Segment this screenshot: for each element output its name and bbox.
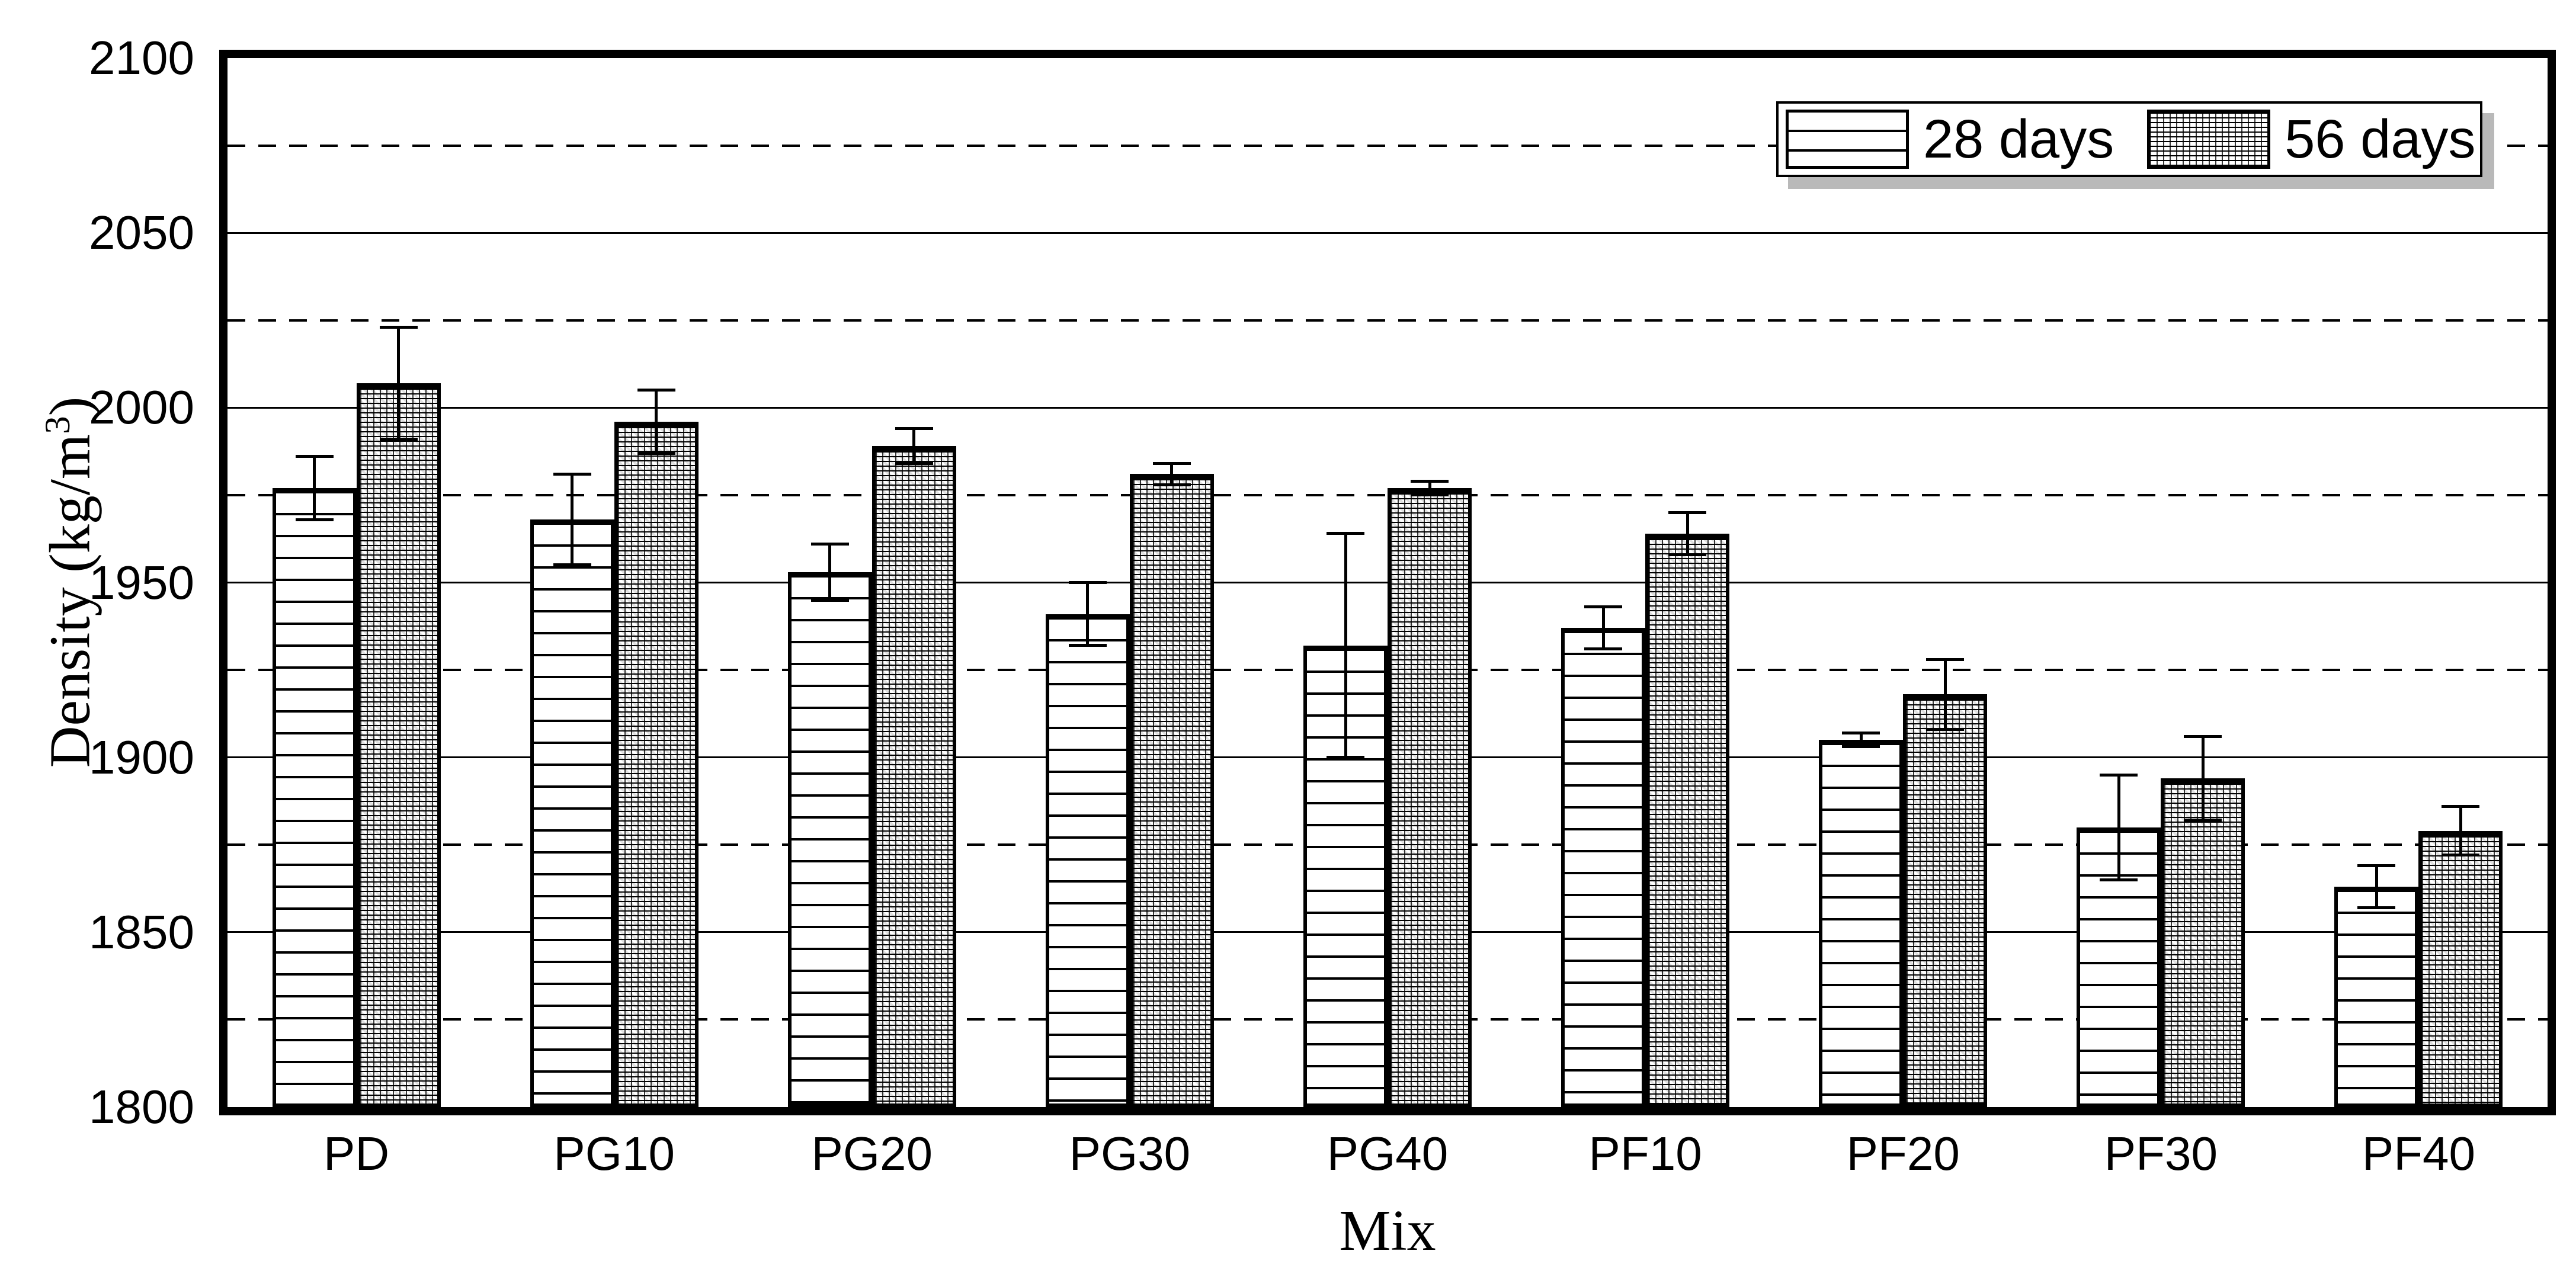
error-cap-bottom-28days-PD (295, 518, 334, 521)
error-bar-56days-PD (397, 327, 401, 440)
category-label-PF30: PF30 (2104, 1127, 2218, 1180)
error-cap-bottom-28days-PF40 (2357, 906, 2396, 909)
error-cap-bottom-28days-PG20 (810, 598, 849, 602)
error-cap-bottom-28days-PF20 (1842, 745, 1880, 749)
error-cap-bottom-28days-PG10 (553, 563, 591, 567)
legend-swatch-28days-icon (1786, 110, 1909, 169)
error-cap-top-28days-PG30 (1068, 581, 1107, 584)
bar-28days-PD (272, 488, 357, 1107)
error-cap-top-56days-PF30 (2184, 734, 2222, 738)
error-bar-28days-PF10 (1601, 607, 1605, 649)
error-cap-top-28days-PG10 (553, 472, 591, 476)
bar-28days-PG30 (1045, 614, 1130, 1107)
error-cap-top-28days-PD (295, 455, 334, 458)
bar-56days-PG20 (872, 446, 956, 1107)
legend-label-28days: 28 days (1923, 109, 2114, 169)
error-cap-top-56days-PF10 (1668, 511, 1707, 514)
error-cap-top-56days-PG40 (1411, 479, 1449, 483)
legend-swatch-56days-icon (2147, 110, 2271, 169)
error-cap-bottom-56days-PG10 (637, 451, 675, 455)
error-bar-28days-PF30 (2117, 775, 2120, 880)
bar-56days-PG30 (1129, 474, 1214, 1107)
bar-56days-PF10 (1645, 533, 1730, 1107)
error-bar-28days-PG30 (1086, 582, 1090, 646)
bar-56days-PF20 (1903, 694, 1988, 1107)
legend: 28 days 56 days (1776, 101, 2482, 177)
bar-28days-PF20 (1819, 740, 1904, 1107)
error-cap-bottom-56days-PF20 (1926, 727, 1965, 731)
gridline-minor-2025 (228, 319, 2548, 322)
y-tick-label-1950: 1950 (89, 556, 194, 609)
error-cap-bottom-56days-PG20 (895, 462, 933, 466)
error-bar-28days-PG10 (571, 474, 574, 565)
error-cap-top-28days-PF30 (2100, 773, 2138, 777)
error-cap-bottom-56days-PD (379, 437, 418, 441)
error-cap-bottom-28days-PG40 (1327, 756, 1364, 759)
category-label-PF10: PF10 (1588, 1127, 1702, 1180)
y-tick-label-1850: 1850 (89, 905, 194, 958)
category-label-PG30: PG30 (1069, 1127, 1191, 1180)
error-bar-28days-PG20 (828, 544, 832, 601)
bar-56days-PD (356, 383, 441, 1107)
error-bar-56days-PF20 (1943, 659, 1947, 730)
error-bar-56days-PG40 (1428, 481, 1431, 495)
error-bar-56days-PG10 (655, 390, 658, 454)
error-cap-top-56days-PG30 (1152, 462, 1191, 466)
error-cap-bottom-56days-PG30 (1152, 483, 1191, 486)
error-cap-top-28days-PG20 (810, 543, 849, 546)
error-cap-top-28days-PF40 (2357, 864, 2396, 868)
error-cap-top-56days-PF40 (2442, 804, 2480, 808)
error-bar-28days-PF20 (1859, 733, 1863, 747)
error-bar-56days-PF30 (2201, 736, 2205, 820)
error-cap-bottom-56days-PF10 (1668, 553, 1707, 556)
error-bar-28days-PD (313, 456, 316, 520)
error-cap-bottom-56days-PG40 (1411, 493, 1449, 497)
error-bar-28days-PF40 (2375, 865, 2378, 908)
error-cap-bottom-56days-PF30 (2184, 819, 2222, 822)
error-bar-56days-PF10 (1686, 512, 1689, 555)
error-cap-top-28days-PF10 (1584, 605, 1623, 609)
error-cap-bottom-28days-PF30 (2100, 878, 2138, 881)
y-tick-label-2100: 2100 (89, 31, 194, 84)
error-cap-top-56days-PG10 (637, 389, 675, 392)
error-cap-top-28days-PF20 (1842, 731, 1880, 734)
gridline-major-2050 (228, 232, 2548, 234)
bar-56days-PF40 (2418, 830, 2503, 1107)
category-label-PG10: PG10 (553, 1127, 675, 1180)
error-cap-top-56days-PD (379, 326, 418, 329)
error-bar-56days-PF40 (2459, 806, 2462, 855)
category-label-PG20: PG20 (811, 1127, 933, 1180)
error-bar-28days-PG40 (1344, 533, 1347, 758)
bar-28days-PG20 (787, 572, 872, 1107)
error-bar-56days-PG30 (1170, 463, 1174, 485)
error-cap-top-28days-PG40 (1327, 532, 1364, 535)
bar-28days-PG10 (530, 519, 614, 1107)
error-cap-top-56days-PF20 (1926, 657, 1965, 661)
gridline-major-2000 (228, 406, 2548, 409)
category-label-PG40: PG40 (1327, 1127, 1449, 1180)
y-tick-label-1800: 1800 (89, 1080, 194, 1133)
bar-28days-PF10 (1561, 628, 1646, 1107)
y-tick-label-2050: 2050 (89, 206, 194, 259)
bar-28days-PF40 (2334, 887, 2419, 1107)
category-label-PF40: PF40 (2362, 1127, 2476, 1180)
error-cap-bottom-56days-PF40 (2442, 854, 2480, 857)
legend-label-56days: 56 days (2285, 109, 2476, 169)
bar-56days-PG40 (1388, 488, 1472, 1107)
bar-56days-PF30 (2161, 778, 2245, 1107)
category-label-PF20: PF20 (1846, 1127, 1960, 1180)
error-cap-top-56days-PG20 (895, 427, 933, 431)
y-tick-label-1900: 1900 (89, 730, 194, 784)
y-tick-label-2000: 2000 (89, 381, 194, 434)
error-cap-bottom-28days-PG30 (1068, 644, 1107, 647)
gridline-minor-2075 (228, 144, 2548, 147)
category-label-PD: PD (323, 1127, 390, 1180)
bar-56days-PG10 (614, 421, 699, 1107)
error-bar-56days-PG20 (912, 428, 916, 464)
error-cap-bottom-28days-PF10 (1584, 647, 1623, 651)
x-axis-title: Mix (1339, 1199, 1436, 1263)
